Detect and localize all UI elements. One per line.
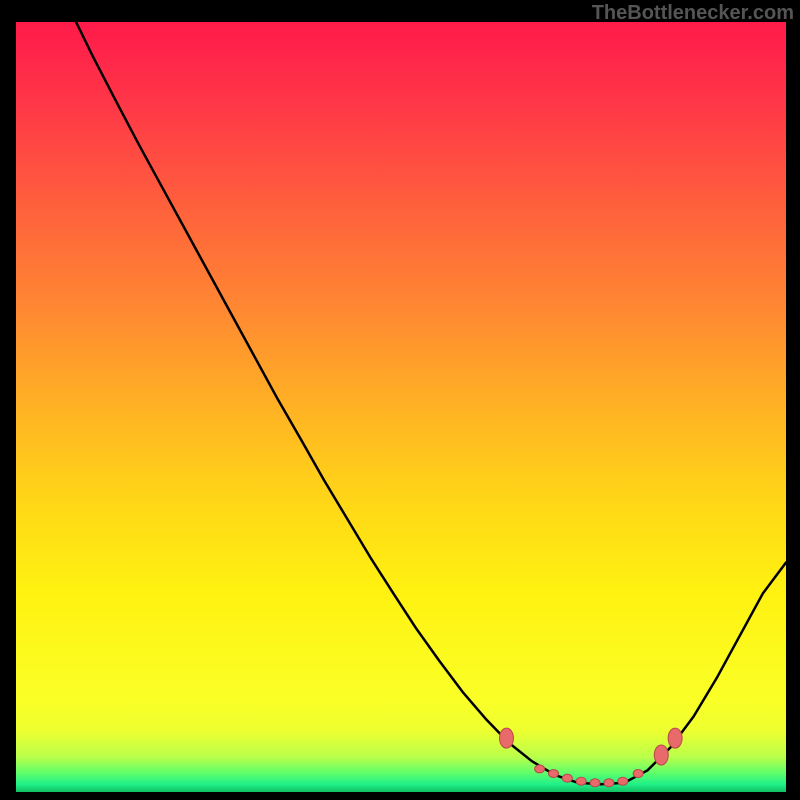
marker-point xyxy=(590,779,600,787)
curve-path xyxy=(76,22,786,784)
marker-point xyxy=(633,770,643,778)
marker-point xyxy=(499,728,513,748)
marker-point xyxy=(668,728,682,748)
marker-point xyxy=(548,770,558,778)
watermark-text: TheBottlenecker.com xyxy=(592,2,794,25)
chart-container: TheBottlenecker.com xyxy=(0,0,800,800)
bottleneck-curve xyxy=(16,22,786,792)
plot-area xyxy=(16,22,786,792)
marker-point xyxy=(535,765,545,773)
marker-point xyxy=(576,777,586,785)
marker-point xyxy=(654,745,668,765)
marker-point xyxy=(618,777,628,785)
marker-point xyxy=(604,779,614,787)
marker-point xyxy=(562,774,572,782)
